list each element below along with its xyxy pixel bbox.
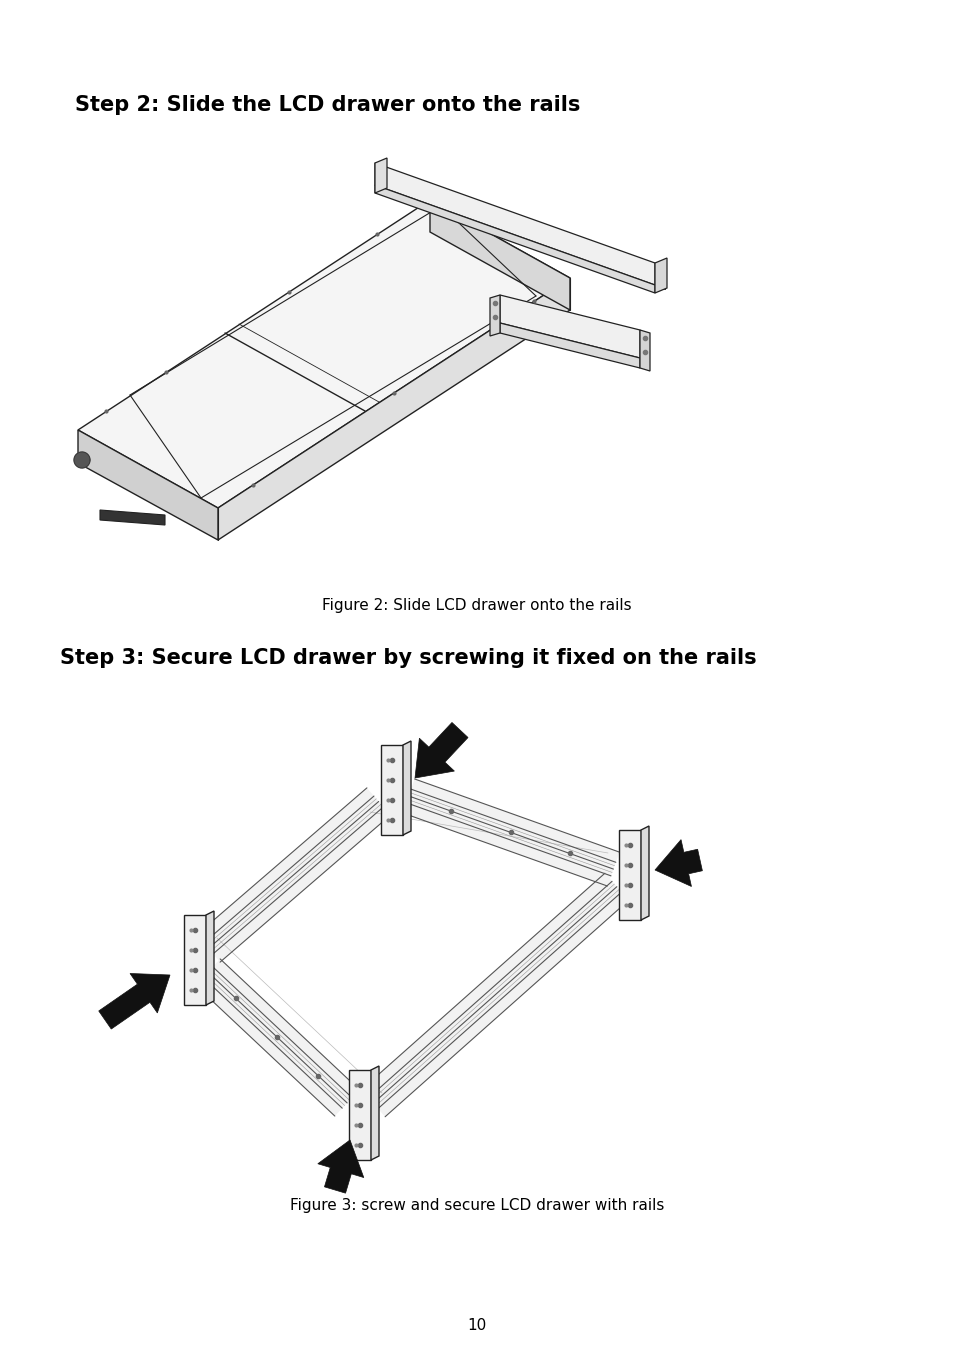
Polygon shape	[349, 1070, 371, 1161]
Polygon shape	[415, 723, 468, 778]
Polygon shape	[655, 839, 701, 886]
Polygon shape	[499, 295, 639, 358]
Polygon shape	[78, 430, 218, 540]
Polygon shape	[430, 200, 569, 309]
Polygon shape	[639, 330, 649, 372]
Polygon shape	[317, 1140, 363, 1193]
Polygon shape	[402, 740, 411, 835]
Polygon shape	[655, 258, 666, 293]
Text: Step 3: Secure LCD drawer by screwing it fixed on the rails: Step 3: Secure LCD drawer by screwing it…	[60, 648, 756, 667]
Polygon shape	[375, 163, 655, 285]
Polygon shape	[196, 788, 390, 962]
Text: Figure 3: screw and secure LCD drawer with rails: Figure 3: screw and secure LCD drawer wi…	[290, 1198, 663, 1213]
Polygon shape	[499, 323, 639, 367]
Polygon shape	[640, 825, 648, 920]
Polygon shape	[74, 453, 90, 467]
Polygon shape	[490, 295, 499, 336]
Text: 10: 10	[467, 1319, 486, 1333]
Polygon shape	[375, 158, 387, 193]
Polygon shape	[184, 915, 206, 1005]
Polygon shape	[100, 509, 165, 526]
Polygon shape	[380, 744, 402, 835]
Polygon shape	[375, 185, 655, 293]
Polygon shape	[98, 974, 170, 1029]
Polygon shape	[206, 911, 213, 1005]
Polygon shape	[195, 959, 359, 1116]
Polygon shape	[402, 780, 618, 886]
Polygon shape	[218, 278, 569, 540]
Polygon shape	[78, 200, 569, 508]
Text: Step 2: Slide the LCD drawer onto the rails: Step 2: Slide the LCD drawer onto the ra…	[75, 95, 579, 115]
Text: Figure 2: Slide LCD drawer onto the rails: Figure 2: Slide LCD drawer onto the rail…	[322, 598, 631, 613]
Polygon shape	[361, 873, 628, 1117]
Polygon shape	[618, 830, 640, 920]
Polygon shape	[371, 1066, 378, 1161]
